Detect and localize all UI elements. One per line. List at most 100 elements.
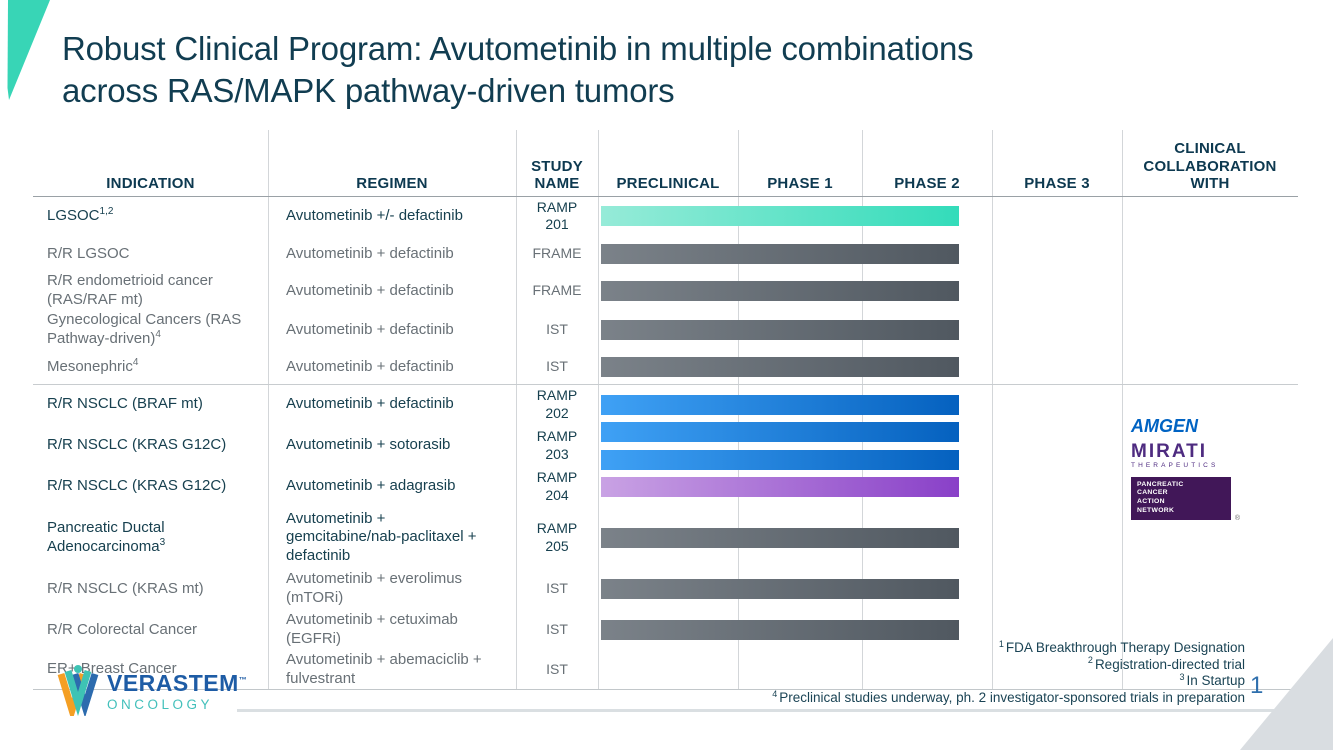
study-name-label: RAMP 202 [536,387,578,421]
study-name-cell: RAMP 202 [516,387,598,422]
column-divider [992,130,993,689]
table-row: ER+ Breast Cancer Avutometinib + abemaci… [33,650,1298,689]
indication-footnote-marker: 4 [155,329,161,340]
phase-progress-bar-gray [601,357,959,377]
phase-progress-bars [598,507,1298,568]
indication-cell: R/R Colorectal Cancer [33,621,268,640]
regimen-label: Avutometinib +/- defactinib [286,206,463,224]
indication-label: LGSOC [47,206,100,224]
indication-cell: R/R NSCLC (KRAS G12C) [33,436,268,455]
phase-progress-bar-purple [601,476,959,497]
study-name-label: IST [546,621,568,638]
study-name-label: IST [546,321,568,338]
table-row: R/R Colorectal Cancer Avutometinib + cet… [33,610,1298,650]
indication-label: ER+ Breast Cancer [47,660,177,678]
trademark-symbol: ™ [238,675,248,685]
pancan-line: ACTION [1137,498,1165,506]
indication-cell: R/R LGSOC [33,245,268,264]
table-header-row: INDICATION REGIMEN STUDY NAME PRECLINICA… [33,130,1298,196]
footnote: 3 In Startup [740,672,1245,690]
study-name-cell: IST [516,621,598,638]
study-name-cell: IST [516,321,598,338]
phase-progress-bar-gray [601,281,959,301]
slide-title: Robust Clinical Program: Avutometinib in… [62,30,974,109]
indication-label: R/R NSCLC (KRAS G12C) [47,436,227,454]
study-name-label: IST [546,660,568,677]
indication-cell: ER+ Breast Cancer [33,660,268,679]
study-name-cell: RAMP 204 [516,469,598,504]
indication-cell: Gynecological Cancers (RAS Pathway-drive… [33,311,268,348]
footnote-marker: 4 [772,688,778,699]
indication-footnote-marker: 4 [132,356,139,368]
table-row: R/R NSCLC (BRAF mt) Avutometinib + defac… [33,384,1298,425]
phase-progress-bars [598,236,1298,272]
regimen-label: Avutometinib + defactinib [286,281,454,299]
footnote-text: Registration-directed trial [1094,656,1245,672]
footnote-text: In Startup [1186,673,1245,689]
study-name-cell: FRAME [516,282,598,299]
footnote-marker: 1 [998,638,1004,649]
table-row: R/R endometrioid cancer (RAS/RAF mt) Avu… [33,272,1298,310]
table-row: Mesonephric4 Avutometinib + defactinib I… [33,350,1298,384]
study-name-cell: IST [516,358,598,375]
table-row: R/R NSCLC (KRAS G12C) Avutometinib + ada… [33,466,1298,507]
phase-progress-bar-gray [601,320,959,340]
footnote-text: Preclinical studies underway, ph. 2 inve… [779,690,1245,706]
regimen-label: Avutometinib + defactinib [286,395,454,413]
study-name-label: FRAME [532,245,582,262]
regimen-cell: Avutometinib + sotorasib [268,436,516,455]
indication-label: R/R NSCLC (KRAS mt) [47,579,204,597]
regimen-label: Avutometinib + gemcitabine/nab-paclitaxe… [286,509,477,564]
table-body: LGSOC1,2 Avutometinib +/- defactinib RAM… [33,196,1298,689]
indication-cell: LGSOC1,2 [33,206,268,226]
study-name-label: IST [546,580,568,597]
indication-footnote-marker: 3 [159,536,166,548]
indication-label: R/R Colorectal Cancer [47,620,198,638]
indication-label: R/R LGSOC [47,244,130,262]
footnote: 2 Registration-directed trial [740,656,1245,674]
phase-progress-bar-gray [601,244,959,264]
regimen-cell: Avutometinib + cetuximab (EGFRi) [268,611,516,648]
mirati-wordmark: MIRATI [1131,441,1208,462]
phase-progress-bar-blue [601,449,959,470]
study-name-label: FRAME [532,282,582,299]
indication-cell: R/R NSCLC (KRAS G12C) [33,477,268,496]
column-divider [516,130,517,689]
phase-progress-bar-gray [601,620,959,640]
phase-track-cell [598,310,1298,350]
indication-label: Mesonephric [47,357,133,375]
header-phase-3: PHASE 3 [1024,174,1090,192]
indication-cell: Mesonephric4 [33,356,268,377]
regimen-cell: Avutometinib + defactinib [268,282,516,301]
phase-track-cell [598,466,1298,507]
regimen-cell: Avutometinib + defactinib [268,358,516,377]
study-name-cell: IST [516,661,598,678]
regimen-cell: Avutometinib + adagrasib [268,477,516,496]
table-row: LGSOC1,2 Avutometinib +/- defactinib RAM… [33,196,1298,236]
indication-cell: Pancreatic Ductal Adenocarcinoma3 [33,519,268,556]
regimen-label: Avutometinib + abemaciclib + fulvestrant [286,650,482,687]
indication-label: Gynecological Cancers (RAS Pathway-drive… [47,311,242,347]
indication-label: R/R NSCLC (KRAS G12C) [47,477,227,495]
study-name-label: IST [546,358,568,375]
phase-progress-bars [598,466,1298,507]
header-regimen: REGIMEN [356,174,428,192]
footnote-text: FDA Breakthrough Therapy Designation [1005,640,1245,655]
header-phase-1: PHASE 1 [767,174,833,192]
page-number: 1 [1250,672,1264,699]
indication-cell: R/R NSCLC (KRAS mt) [33,580,268,599]
header-indication: INDICATION [106,174,195,192]
column-divider [1122,130,1123,689]
collaborator-logos: AMGEN MIRATI THERAPEUTICS PANCREATIC CAN… [1131,417,1251,522]
verastem-oncology-logo: VERASTEM™ ONCOLOGY [56,664,247,716]
footnote: 4 Preclinical studies underway, ph. 2 inv… [740,688,1245,707]
regimen-cell: Avutometinib + abemaciclib + fulvestrant [268,651,516,688]
table-row: R/R NSCLC (KRAS G12C) Avutometinib + sot… [33,421,1298,470]
column-divider [598,130,599,689]
indication-cell: R/R endometrioid cancer (RAS/RAF mt) [33,272,268,309]
phase-progress-bars [598,272,1298,310]
verastem-name: VERASTEM™ [107,670,248,696]
phase-progress-bars [598,310,1298,350]
regimen-label: Avutometinib + defactinib [286,357,454,375]
header-underline [33,196,1298,197]
